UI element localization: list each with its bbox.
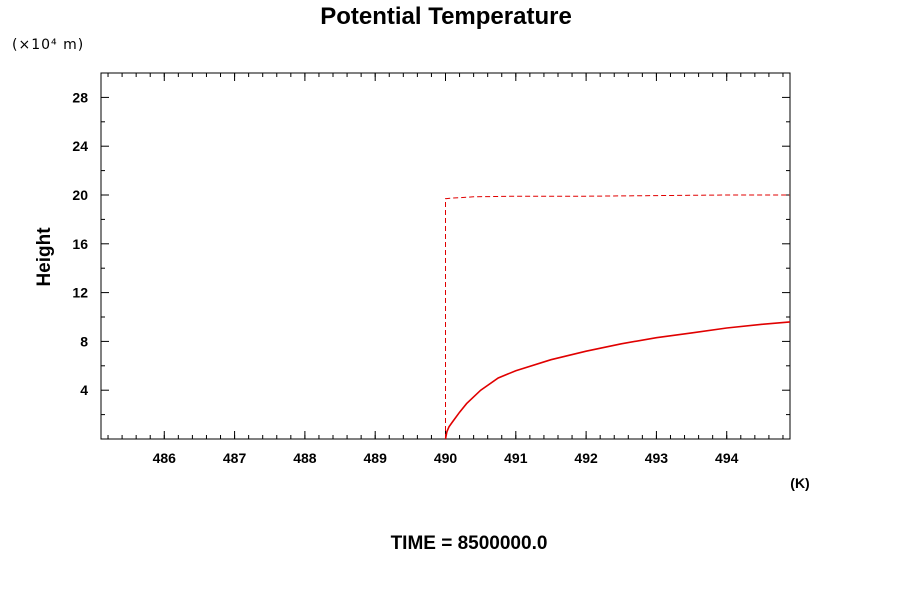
plot-frame xyxy=(100,72,791,440)
y-tick-label: 12 xyxy=(72,285,88,301)
x-tick-label: 487 xyxy=(223,450,247,466)
x-tick-label: 486 xyxy=(153,450,177,466)
solid-series-line xyxy=(444,321,791,440)
x-tick-label: 489 xyxy=(364,450,388,466)
time-label: TIME = 8500000.0 xyxy=(391,533,548,554)
x-axis-label: (K) xyxy=(790,475,809,491)
chart-title: Potential Temperature xyxy=(320,3,572,30)
y-tick-label: 28 xyxy=(72,89,88,105)
y-axis-label: Height xyxy=(34,227,55,287)
x-tick-label: 491 xyxy=(504,450,528,466)
tick-labels: 486 487 488 489 490 491 492 493 494 4 8 12 16 20 24 28 xyxy=(72,89,738,466)
x-tick-label: 493 xyxy=(645,450,669,466)
y-tick-label: 24 xyxy=(72,138,88,154)
y-tick-label: 4 xyxy=(80,382,88,398)
dashed-series-line xyxy=(445,194,790,439)
axis-ticks xyxy=(101,73,790,439)
x-tick-label: 494 xyxy=(715,450,739,466)
series-lines xyxy=(444,194,791,440)
x-tick-label: 488 xyxy=(293,450,317,466)
x-tick-label: 492 xyxy=(574,450,598,466)
y-tick-label: 16 xyxy=(72,236,88,252)
y-tick-label: 8 xyxy=(80,333,88,349)
y-tick-label: 20 xyxy=(72,187,88,203)
y-axis-unit: (×10⁴ m) xyxy=(12,37,84,53)
x-tick-label: 490 xyxy=(434,450,458,466)
